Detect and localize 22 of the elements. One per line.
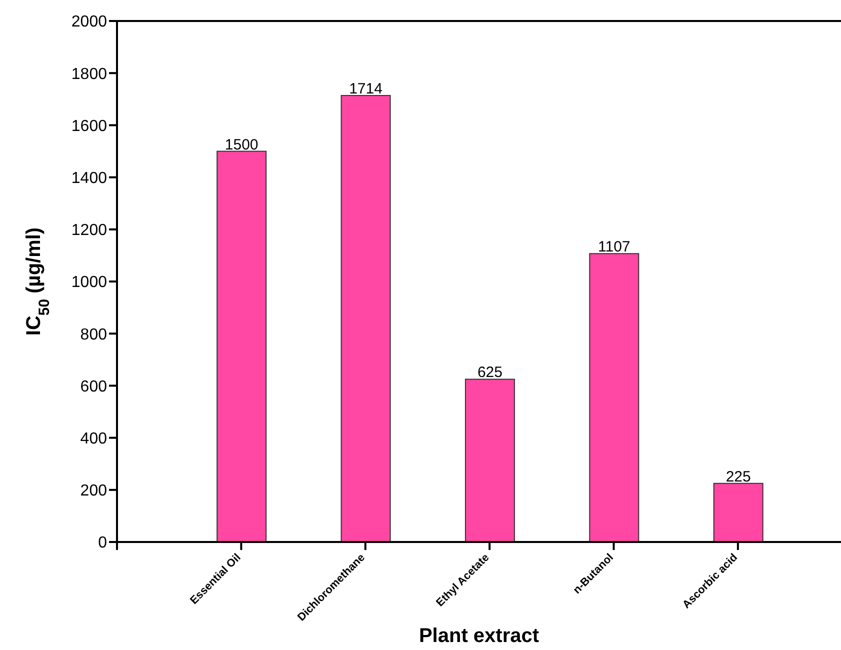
data-label: 1714 [349,80,382,98]
data-label: 225 [726,468,751,486]
bar [713,482,764,542]
y-tick-label: 1600 [71,118,108,135]
x-axis-title: Plant extract [418,625,540,647]
y-tick-label: 1000 [71,274,108,292]
y-tick-label: 600 [80,378,108,396]
y-tick-label: 800 [80,326,108,344]
data-label: 1107 [598,238,630,256]
bar [589,253,640,542]
y-tick-label: 1200 [71,222,108,240]
bar [464,378,515,542]
data-label: 625 [477,364,502,382]
y-tick-label: 0 [98,534,108,552]
bar [216,150,267,542]
y-tick-label: 2000 [71,14,108,31]
data-label: 1500 [224,136,258,154]
bar [340,95,391,542]
y-tick-label: 200 [80,482,108,500]
y-tick-label: 1800 [71,66,108,83]
y-tick-label: 1400 [71,170,108,187]
y-tick-label: 400 [80,430,108,448]
